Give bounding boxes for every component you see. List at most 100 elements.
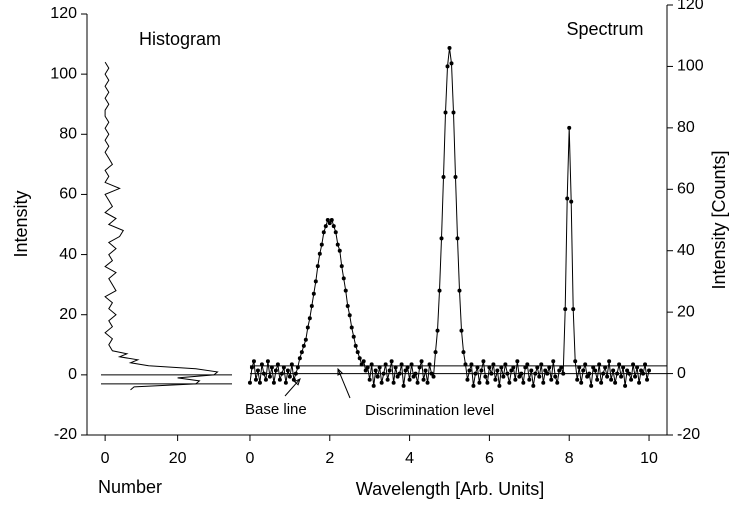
data-point xyxy=(547,365,552,370)
data-point xyxy=(481,359,486,364)
data-point xyxy=(379,380,384,385)
panel-title: Histogram xyxy=(139,29,221,49)
data-point xyxy=(425,380,430,385)
data-point xyxy=(321,230,326,235)
data-point xyxy=(493,377,498,382)
y-tick-label: 20 xyxy=(677,303,695,320)
y-tick-label: -20 xyxy=(677,426,700,443)
y-tick-label: 60 xyxy=(59,186,77,203)
data-point xyxy=(349,325,354,330)
data-point xyxy=(499,365,504,370)
data-point xyxy=(293,371,298,376)
data-point xyxy=(561,371,566,376)
data-point xyxy=(363,368,368,373)
data-point xyxy=(559,365,564,370)
data-point xyxy=(575,377,580,382)
data-point xyxy=(359,362,364,367)
data-point xyxy=(353,343,358,348)
y-tick-label: 20 xyxy=(59,306,77,323)
data-point xyxy=(253,377,258,382)
data-point xyxy=(627,371,632,376)
data-point xyxy=(279,371,284,376)
data-point xyxy=(369,362,374,367)
data-point xyxy=(395,374,400,379)
data-point xyxy=(467,368,472,373)
data-point xyxy=(631,362,636,367)
data-point xyxy=(405,365,410,370)
data-point xyxy=(571,307,576,312)
data-point xyxy=(507,380,512,385)
data-point xyxy=(319,242,324,247)
data-point xyxy=(515,359,520,364)
data-point xyxy=(503,362,508,367)
data-point xyxy=(341,276,346,281)
data-point xyxy=(303,337,308,342)
panel-title: Spectrum xyxy=(566,19,643,39)
data-point xyxy=(551,359,556,364)
data-point xyxy=(435,328,440,333)
data-point xyxy=(385,377,390,382)
data-point xyxy=(263,377,268,382)
data-point xyxy=(641,371,646,376)
arrow-head xyxy=(337,367,344,376)
data-point xyxy=(619,374,624,379)
data-point xyxy=(411,374,416,379)
data-point xyxy=(443,110,448,115)
data-point xyxy=(603,365,608,370)
y-axis-label: Intensity [Counts] xyxy=(709,150,729,289)
data-point xyxy=(605,374,610,379)
data-point xyxy=(409,362,414,367)
x-axis-label: Number xyxy=(98,477,162,497)
data-point xyxy=(613,380,618,385)
y-tick-label: 60 xyxy=(677,181,695,198)
data-point xyxy=(285,368,290,373)
data-point xyxy=(567,125,572,130)
data-point xyxy=(437,288,442,293)
data-point xyxy=(287,374,292,379)
data-point xyxy=(545,371,550,376)
data-point xyxy=(511,365,516,370)
data-point xyxy=(509,368,514,373)
y-tick-label: 80 xyxy=(59,126,77,143)
data-point xyxy=(633,374,638,379)
data-point xyxy=(305,325,310,330)
y-axis-label: Intensity xyxy=(11,190,31,257)
data-point xyxy=(487,365,492,370)
data-point xyxy=(247,380,252,385)
annotation: Discrimination level xyxy=(365,402,494,419)
data-point xyxy=(637,380,642,385)
data-line xyxy=(104,61,219,391)
data-point xyxy=(589,383,594,388)
data-point xyxy=(519,371,524,376)
data-point xyxy=(371,383,376,388)
data-point xyxy=(461,350,466,355)
data-point xyxy=(291,377,296,382)
data-point xyxy=(407,377,412,382)
data-point xyxy=(439,236,444,241)
data-point xyxy=(529,368,534,373)
data-point xyxy=(455,236,460,241)
data-point xyxy=(383,362,388,367)
data-point xyxy=(505,371,510,376)
data-point xyxy=(367,377,372,382)
x-tick-label: 8 xyxy=(565,450,574,467)
data-point xyxy=(583,362,588,367)
data-point xyxy=(525,362,530,367)
data-point xyxy=(609,377,614,382)
data-point xyxy=(357,356,362,361)
data-point xyxy=(427,362,432,367)
data-point xyxy=(449,61,454,66)
data-point xyxy=(573,359,578,364)
y-tick-label: 0 xyxy=(677,365,686,382)
data-point xyxy=(301,343,306,348)
data-point xyxy=(581,368,586,373)
data-point xyxy=(451,110,456,115)
x-tick-label: 0 xyxy=(101,450,110,467)
data-point xyxy=(459,328,464,333)
data-point xyxy=(513,377,518,382)
data-line xyxy=(249,47,650,386)
data-point xyxy=(377,365,382,370)
data-point xyxy=(273,368,278,373)
data-point xyxy=(563,307,568,312)
data-point xyxy=(299,350,304,355)
